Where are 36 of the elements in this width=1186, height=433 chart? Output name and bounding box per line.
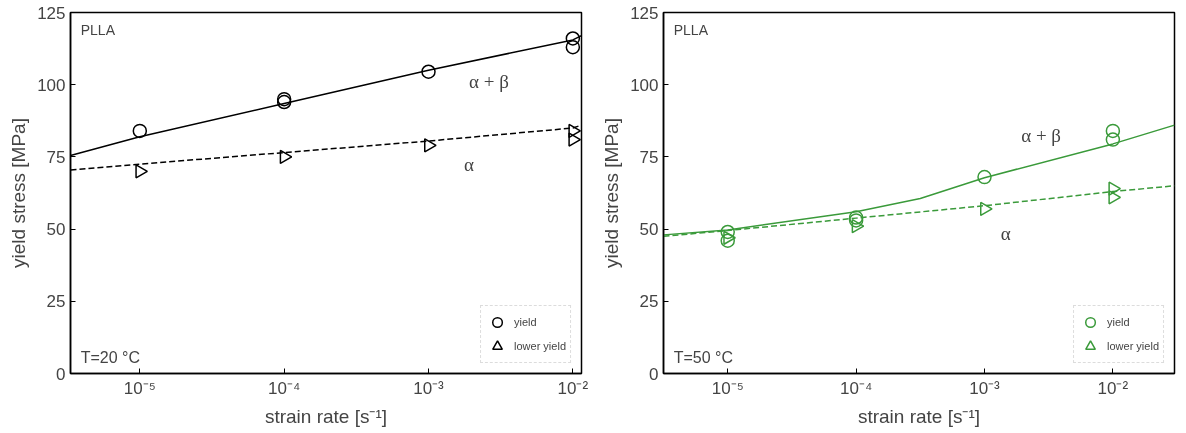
x-axis-title: strain rate [s⁻¹] bbox=[857, 405, 981, 427]
y-tick-label: 75 bbox=[639, 147, 659, 167]
legend-label: lower yield bbox=[1107, 339, 1159, 354]
y-tick-label: 75 bbox=[46, 147, 66, 167]
x-tick-label: 10⁻³ bbox=[969, 378, 1001, 398]
y-tick-label: 125 bbox=[37, 3, 66, 23]
legend-label: yield bbox=[1107, 315, 1130, 330]
legend-label: lower yield bbox=[514, 339, 566, 354]
annotation: α + β bbox=[469, 70, 509, 92]
y-tick-label: 25 bbox=[639, 292, 659, 312]
x-tick-label: 10⁻⁵ bbox=[711, 378, 744, 398]
y-tick-label: 100 bbox=[37, 75, 66, 95]
x-tick-label: 10⁻² bbox=[557, 378, 589, 398]
x-tick-label: 10⁻⁴ bbox=[840, 378, 873, 398]
annotation: T=20 °C bbox=[80, 349, 141, 367]
x-tick-label: 10⁻⁴ bbox=[268, 378, 301, 398]
x-tick-label: 10⁻⁵ bbox=[123, 378, 156, 398]
y-tick-label: 50 bbox=[46, 220, 66, 240]
y-tick-label: 50 bbox=[639, 220, 659, 240]
y-tick-label: 0 bbox=[649, 364, 659, 384]
annotation: PLLA bbox=[673, 21, 709, 38]
y-tick-label: 125 bbox=[630, 3, 659, 23]
annotation: α bbox=[1000, 222, 1011, 244]
x-axis-title: strain rate [s⁻¹] bbox=[264, 405, 388, 427]
annotation: α + β bbox=[1021, 125, 1062, 147]
annotation: T=50 °C bbox=[673, 349, 734, 367]
legend-label: yield bbox=[514, 315, 537, 330]
annotation: α bbox=[463, 153, 474, 175]
y-tick-label: 0 bbox=[56, 364, 66, 384]
y-tick-label: 25 bbox=[46, 292, 66, 312]
y-tick-label: 100 bbox=[630, 75, 659, 95]
y-axis-title: yield stress [MPa] bbox=[601, 118, 623, 268]
x-tick-label: 10⁻² bbox=[1097, 378, 1129, 398]
annotation: PLLA bbox=[80, 21, 116, 38]
x-tick-label: 10⁻³ bbox=[413, 378, 445, 398]
y-axis-title: yield stress [MPa] bbox=[8, 118, 30, 268]
